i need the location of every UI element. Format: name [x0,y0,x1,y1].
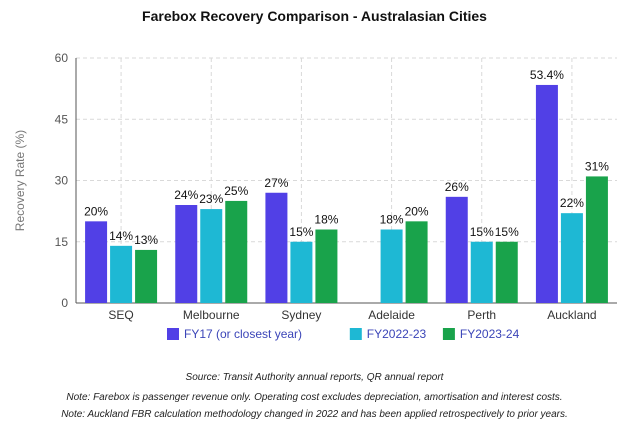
data-label: 31% [585,159,609,173]
bar [200,209,223,303]
bar [175,205,198,303]
data-label: 15% [495,225,519,239]
data-label: 26% [445,180,469,194]
y-axis-label: Recovery Rate (%) [13,130,27,231]
bar [495,241,518,303]
data-label: 18% [380,213,404,227]
source-note: Source: Transit Authority annual reports… [185,372,444,383]
bar [585,176,608,303]
bar [470,241,493,303]
data-label: 18% [314,213,338,227]
data-label: 23% [199,192,223,206]
farebox-note: Note: Farebox is passenger revenue only.… [66,392,563,403]
legend-label: FY17 (or closest year) [184,327,302,341]
bar [85,221,108,303]
data-label: 25% [224,184,248,198]
y-tick-label: 30 [55,174,69,188]
legend-label: FY2022-23 [367,327,427,341]
x-tick-label: Melbourne [183,308,240,322]
chart-title: Farebox Recovery Comparison - Australasi… [142,8,487,24]
bar [265,192,288,303]
data-label: 53.4% [530,68,564,82]
bar [560,213,583,303]
data-label: 13% [134,233,158,247]
data-label: 20% [405,204,429,218]
bar [405,221,428,303]
y-tick-label: 15 [55,235,69,249]
legend-swatch [167,328,179,340]
bar [290,241,313,303]
x-tick-label: Perth [467,308,496,322]
data-label: 27% [264,176,288,190]
bar [135,249,158,303]
legend-label: FY2023-24 [460,327,520,341]
data-label: 14% [109,229,133,243]
data-label: 15% [289,225,313,239]
y-tick-label: 0 [61,296,68,310]
y-tick-label: 60 [55,51,69,65]
legend-swatch [349,328,362,340]
bar [110,245,133,303]
data-label: 15% [470,225,494,239]
legend-swatch [442,328,455,340]
x-tick-label: SEQ [108,308,133,322]
y-tick-label: 45 [55,112,69,126]
data-label: 22% [560,196,584,210]
bar [315,229,338,303]
x-tick-label: Sydney [281,308,321,322]
x-tick-label: Adelaide [368,308,415,322]
bar [535,84,558,303]
bar [380,229,403,303]
bar [225,200,248,303]
auckland-note: Note: Auckland FBR calculation methodolo… [61,409,568,420]
bar [445,196,468,303]
data-label: 20% [84,204,108,218]
data-label: 24% [174,188,198,202]
x-tick-label: Auckland [547,308,596,322]
